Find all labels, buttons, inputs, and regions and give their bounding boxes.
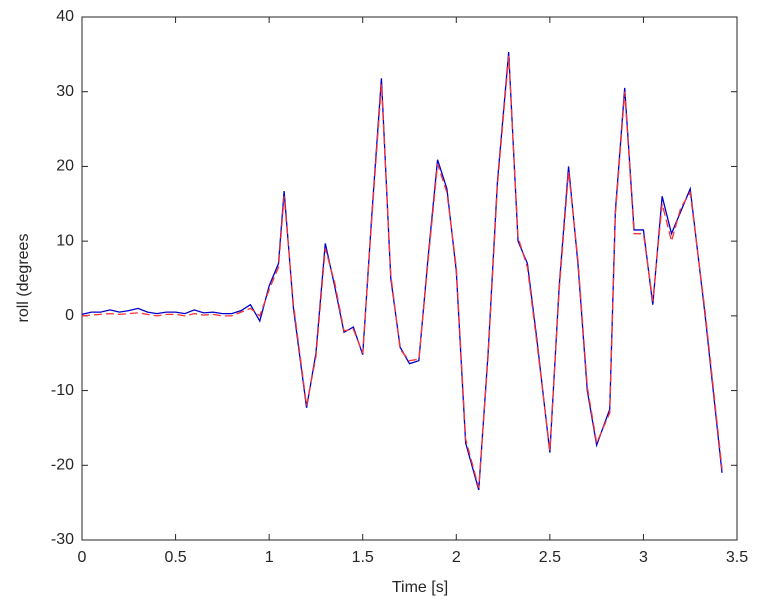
y-tick-label: 0 [65, 307, 74, 324]
y-tick-label: 30 [56, 83, 74, 100]
x-tick-label: 0.5 [164, 549, 186, 566]
data-line [81, 55, 723, 488]
x-tick-label: 2 [452, 549, 461, 566]
y-tick-label: -10 [51, 382, 74, 399]
x-tick-label: 3 [639, 549, 648, 566]
y-tick-label: -20 [51, 457, 74, 474]
plot-area [81, 16, 738, 541]
y-tick-label: 40 [56, 8, 74, 25]
x-tick-label: 1 [265, 549, 274, 566]
data-line [81, 52, 723, 491]
x-tick-label: 1.5 [352, 549, 374, 566]
y-tick-label: -30 [51, 531, 74, 548]
y-axis-label: roll (degrees [15, 234, 32, 323]
x-tick-label: 2.5 [539, 549, 561, 566]
y-tick-label: 10 [56, 232, 74, 249]
x-tick-label: 0 [78, 549, 87, 566]
y-tick-label: 20 [56, 158, 74, 175]
x-tick-label: 3.5 [726, 549, 748, 566]
x-axis-label: Time [s] [392, 579, 448, 596]
